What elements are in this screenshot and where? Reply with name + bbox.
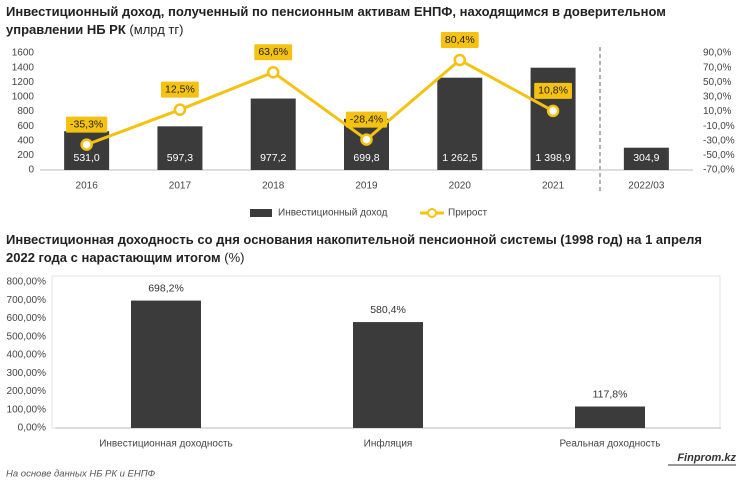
- line-marker: [266, 66, 280, 79]
- bar-value-label: 1 262,5: [442, 152, 477, 164]
- bar-value-label: 1 398,9: [536, 152, 571, 164]
- bar-value-label: 977,2: [260, 152, 286, 164]
- title-text: Инвестиционная доходность со дня основан…: [6, 232, 703, 265]
- line-value-label: 63,6%: [258, 46, 288, 58]
- y-tick-label: 1600: [12, 48, 35, 59]
- bar: [157, 126, 203, 170]
- label-box: [254, 44, 293, 61]
- x-tick-label: 2019: [355, 181, 378, 192]
- legend-swatch: [250, 209, 272, 217]
- y2-tick-label: -50,0%: [703, 150, 735, 161]
- y2-tick-label: -70,0%: [703, 165, 735, 176]
- bar-value-label: 699,8: [353, 152, 379, 164]
- y-tick-label: 200: [17, 150, 34, 161]
- y-tick-label: 300,00%: [7, 368, 47, 379]
- chart-title: Инвестиционная доходность со дня основан…: [6, 231, 731, 267]
- bar-value-label: 304,9: [633, 152, 659, 164]
- line-value-label: 12,5%: [165, 83, 195, 95]
- line-value-label: -35,3%: [70, 118, 103, 130]
- x-tick-label: 2016: [76, 181, 99, 192]
- x-tick-label: 2020: [449, 181, 472, 192]
- y-tick-label: 200,00%: [7, 386, 47, 397]
- line-marker: [173, 103, 187, 116]
- y-tick-label: 1400: [12, 62, 35, 73]
- label-box: [345, 111, 388, 128]
- y-tick-label: 1200: [12, 77, 35, 88]
- y-tick-label: 100,00%: [7, 404, 47, 415]
- label-box: [534, 82, 572, 99]
- line-marker: [453, 53, 467, 67]
- y-tick-label: 600,00%: [7, 313, 47, 324]
- y2-tick-label: 70,0%: [703, 62, 731, 73]
- y-tick-label: 700,00%: [7, 295, 47, 306]
- label-box: [440, 32, 479, 49]
- x-tick-label: 2018: [262, 181, 285, 192]
- y2-tick-label: 90,0%: [703, 48, 731, 59]
- y2-tick-label: 50,0%: [703, 77, 731, 88]
- y-tick-label: 400: [17, 135, 34, 146]
- label-box: [161, 81, 199, 98]
- label-box: [66, 116, 108, 133]
- bar: [623, 147, 669, 170]
- title-text: Инвестиционный доход, полученный по пенс…: [6, 4, 666, 37]
- y-tick-label: 0,00%: [18, 423, 46, 434]
- line-marker: [546, 104, 560, 118]
- line-value-label: -28,4%: [350, 113, 383, 125]
- y2-tick-label: 10,0%: [703, 106, 731, 117]
- y-tick-label: 0: [28, 165, 34, 176]
- x-tick-label: 2022/03: [628, 181, 665, 192]
- line: [86, 58, 554, 147]
- y-tick-label: 1000: [12, 92, 35, 103]
- y2-tick-label: 30,0%: [703, 92, 731, 103]
- x-tick-label: Инвестиционная доходность: [99, 439, 233, 450]
- y-tick-label: 800: [17, 106, 34, 117]
- source-note: На основе данных НБ РК и ЕНПФ: [6, 469, 156, 480]
- x-tick-label: Реальная доходность: [560, 439, 661, 450]
- brand: Finprom.kz: [677, 452, 736, 464]
- bar-value-label: 597,3: [167, 152, 193, 164]
- x-tick-label: 2017: [169, 181, 192, 192]
- bar-value-label: 698,2%: [148, 282, 184, 294]
- bar: [250, 98, 296, 170]
- y-tick-label: 500,00%: [7, 331, 47, 342]
- title-unit: (%): [224, 250, 245, 265]
- y-tick-label: 400,00%: [7, 350, 47, 361]
- line-value-label: 10,8%: [538, 85, 568, 97]
- x-tick-label: 2021: [542, 181, 565, 192]
- y2-tick-label: -30,0%: [703, 135, 735, 146]
- line-marker: [80, 138, 93, 151]
- line-value-label: 80,4%: [445, 34, 475, 46]
- bar-value-label: 117,8%: [593, 388, 628, 400]
- y-tick-label: 600: [17, 121, 34, 132]
- title-unit: (млрд тг): [129, 22, 184, 37]
- bar-value-label: 531,0: [74, 152, 100, 164]
- legend-swatch: [427, 208, 437, 218]
- x-tick-label: Инфляция: [364, 438, 413, 450]
- y-tick-label: 800,00%: [7, 277, 47, 288]
- bar: [353, 322, 423, 428]
- bar: [575, 406, 645, 428]
- legend-label: Прирост: [448, 208, 487, 219]
- bar: [131, 300, 201, 428]
- y2-tick-label: -10,0%: [703, 121, 735, 132]
- legend-label: Инвестиционный доход: [278, 208, 388, 219]
- bar-value-label: 580,4%: [370, 304, 406, 316]
- bar: [437, 77, 483, 170]
- chart-title: Инвестиционный доход, полученный по пенс…: [6, 3, 731, 39]
- line-marker: [360, 133, 373, 146]
